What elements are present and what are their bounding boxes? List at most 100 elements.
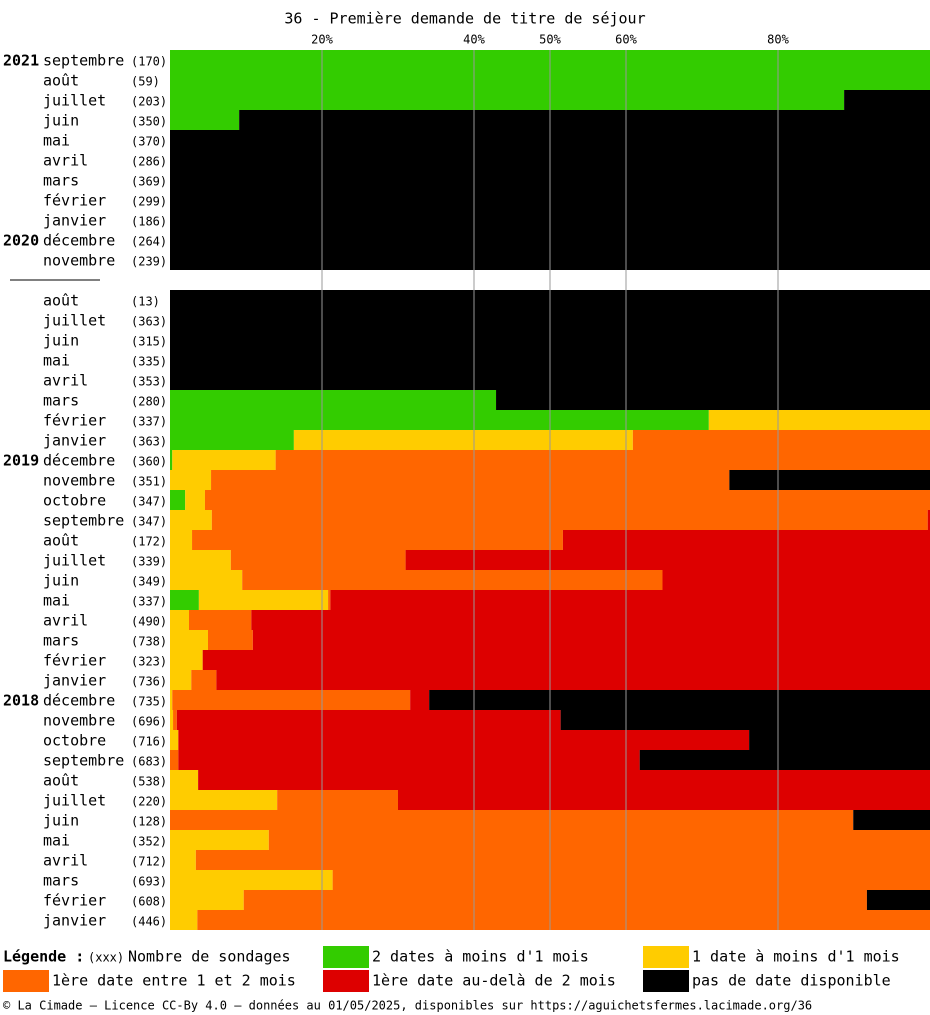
bar-segment xyxy=(170,910,198,930)
category-label: novembre xyxy=(43,252,115,270)
bar-segment xyxy=(197,910,930,930)
x-tick-label: 40% xyxy=(463,33,485,47)
bar-segment xyxy=(662,570,930,590)
count-label: (337) xyxy=(131,415,167,429)
category-label: février xyxy=(43,892,106,910)
category-label: novembre xyxy=(43,472,115,490)
count-label: (299) xyxy=(131,195,167,209)
bar-segment xyxy=(170,750,179,770)
category-label: août xyxy=(43,292,79,310)
bar-segment xyxy=(170,650,203,670)
count-label: (13) xyxy=(131,295,160,309)
category-label: juin xyxy=(43,112,79,130)
count-label: (735) xyxy=(131,695,167,709)
count-label: (352) xyxy=(131,835,167,849)
bar-segment xyxy=(198,770,930,790)
count-label: (280) xyxy=(131,395,167,409)
bar-segment xyxy=(170,690,173,710)
year-label: 2020 xyxy=(3,232,39,250)
category-label: septembre xyxy=(43,52,124,70)
count-label: (335) xyxy=(131,355,167,369)
bar-segment xyxy=(293,430,633,450)
count-label: (186) xyxy=(131,215,167,229)
chart-title: 36 - Première demande de titre de séjour xyxy=(284,10,645,28)
category-label: juin xyxy=(43,572,79,590)
count-label: (370) xyxy=(131,135,167,149)
bar-segment xyxy=(170,730,179,750)
footer: © La Cimade — Licence CC-By 4.0 — donnée… xyxy=(3,999,812,1013)
count-label: (315) xyxy=(131,335,167,349)
count-label: (363) xyxy=(131,315,167,329)
bar-segment xyxy=(172,690,411,710)
bar-segment xyxy=(216,670,930,690)
category-label: avril xyxy=(43,852,88,870)
bar-segment xyxy=(170,670,192,690)
category-label: août xyxy=(43,772,79,790)
bar-segment xyxy=(410,690,430,710)
bar-segment xyxy=(170,470,212,490)
bar-segment xyxy=(170,830,269,850)
category-label: janvier xyxy=(43,432,106,450)
bar-segment xyxy=(639,750,930,770)
bar-segment xyxy=(170,490,186,510)
bar-segment xyxy=(398,790,930,810)
bar-segment xyxy=(170,850,196,870)
count-label: (323) xyxy=(131,655,167,669)
count-label: (351) xyxy=(131,475,167,489)
bar-segment xyxy=(176,710,561,730)
bar-segment xyxy=(191,670,217,690)
count-label: (220) xyxy=(131,795,167,809)
bar-segment xyxy=(729,470,930,490)
bar-segment xyxy=(192,530,563,550)
bar-segment xyxy=(170,770,199,790)
bar-segment xyxy=(252,630,930,650)
bar-segment xyxy=(251,610,930,630)
category-label: août xyxy=(43,72,79,90)
count-label: (170) xyxy=(131,55,167,69)
bar-segment xyxy=(170,530,193,550)
bar-segment xyxy=(204,490,930,510)
count-label: (693) xyxy=(131,875,167,889)
bar-segment xyxy=(170,450,173,470)
bar-segment xyxy=(208,630,253,650)
bar-segment xyxy=(275,450,930,470)
category-label: décembre xyxy=(43,692,115,710)
legend-label: 2 dates à moins d'1 mois xyxy=(372,948,589,966)
bar-segment xyxy=(239,110,930,130)
category-label: novembre xyxy=(43,712,115,730)
count-label: (347) xyxy=(131,495,167,509)
bar-segment xyxy=(172,450,276,470)
legend-swatch xyxy=(3,970,49,992)
legend-label: 1 date à moins d'1 mois xyxy=(692,948,900,966)
bar-segment xyxy=(178,730,750,750)
year-label: 2019 xyxy=(3,452,39,470)
count-label: (446) xyxy=(131,915,167,929)
bar-segment xyxy=(211,510,928,530)
x-tick-label: 60% xyxy=(615,33,637,47)
category-label: juillet xyxy=(43,312,106,330)
bar-segment xyxy=(243,890,867,910)
legend-count-text: Nombre de sondages xyxy=(128,948,291,966)
category-label: mars xyxy=(43,872,79,890)
category-label: janvier xyxy=(43,912,106,930)
bar-segment xyxy=(277,790,398,810)
category-label: mars xyxy=(43,392,79,410)
legend-swatch xyxy=(323,946,369,968)
legend-title: Légende : xyxy=(3,948,84,966)
bar-segment xyxy=(189,610,252,630)
bar-segment xyxy=(170,430,294,450)
bar-segment xyxy=(230,550,406,570)
count-label: (349) xyxy=(131,575,167,589)
category-label: octobre xyxy=(43,732,106,750)
bar-segment xyxy=(170,630,208,650)
category-label: avril xyxy=(43,612,88,630)
count-label: (716) xyxy=(131,735,167,749)
category-label: février xyxy=(43,192,106,210)
count-label: (264) xyxy=(131,235,167,249)
bar-segment xyxy=(198,590,329,610)
bar-segment xyxy=(170,890,244,910)
count-label: (239) xyxy=(131,255,167,269)
bar-segment xyxy=(632,430,930,450)
bar-segment xyxy=(170,410,709,430)
